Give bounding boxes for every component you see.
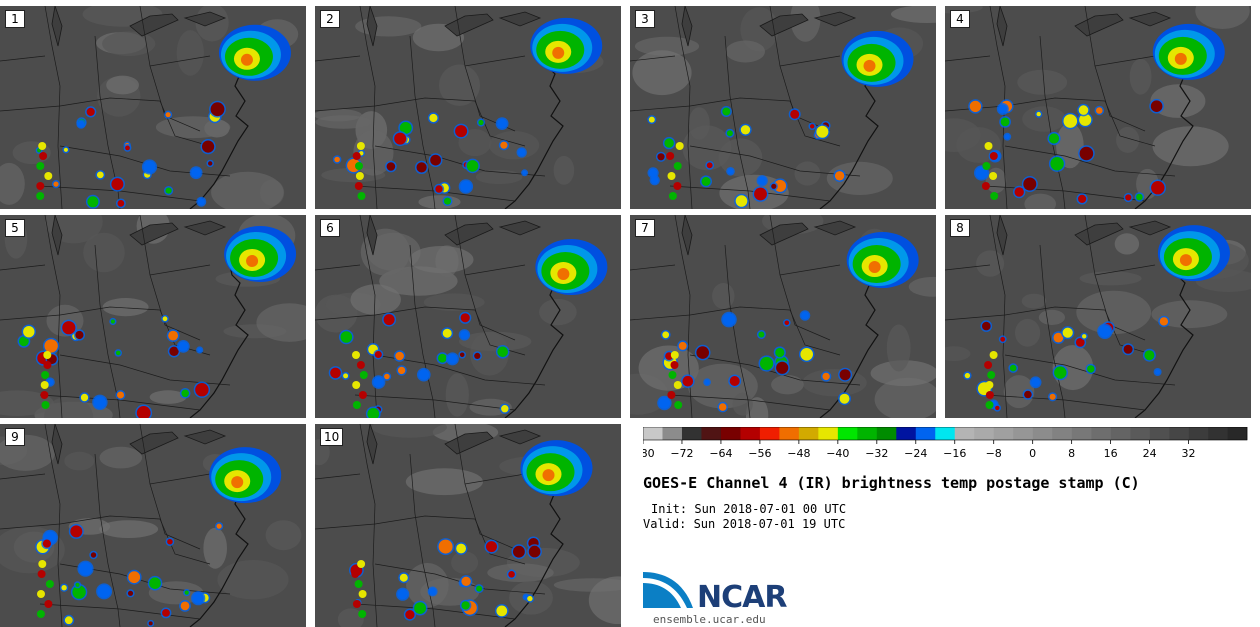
colorbar-segment — [896, 427, 917, 440]
panel-number: 7 — [635, 219, 655, 237]
colorbar-tick-label: −8 — [986, 447, 1002, 460]
map-panel-8: 8 — [945, 215, 1251, 418]
ir-map-icon — [630, 6, 936, 209]
valid-time: Valid: Sun 2018-07-01 19 UTC — [643, 517, 846, 531]
map-panel-4: 4 — [945, 6, 1251, 209]
colorbar-segment — [1227, 427, 1248, 440]
colorbar-segment — [818, 427, 839, 440]
colorbar-tick-label: −80 — [643, 447, 655, 460]
ir-map-icon — [945, 215, 1251, 418]
panel-number: 1 — [5, 10, 25, 28]
colorbar-segment — [759, 427, 780, 440]
ir-map-icon — [0, 6, 299, 209]
colorbar-tick-label: 16 — [1104, 447, 1118, 460]
colorbar-segment — [1130, 427, 1150, 440]
colorbar-segment — [1013, 427, 1033, 440]
colorbar-segment — [740, 427, 761, 440]
colorbar-segment — [1149, 427, 1170, 440]
ir-map-icon — [315, 6, 604, 209]
colorbar-tick-label: 8 — [1068, 447, 1075, 460]
ir-map-icon — [630, 215, 936, 418]
panel-number: 9 — [5, 428, 25, 446]
figure-title: GOES-E Channel 4 (IR) brightness temp po… — [643, 474, 1140, 492]
colorbar-tick-label: 0 — [1029, 447, 1036, 460]
colorbar-segment — [643, 427, 663, 440]
colorbar-segment — [1032, 427, 1053, 440]
map-panel-1: 1 — [0, 6, 306, 209]
colorbar-segment — [1208, 427, 1228, 440]
panel-number: 5 — [5, 219, 25, 237]
colorbar-segment — [876, 427, 897, 440]
colorbar-segment — [1091, 427, 1111, 440]
map-panel-9: 9 — [0, 424, 306, 627]
map-panel-2: 2 — [315, 6, 621, 209]
panel-number: 6 — [320, 219, 340, 237]
colorbar-tick-label: 32 — [1182, 447, 1196, 460]
colorbar-tick-label: −72 — [670, 447, 693, 460]
map-panel-5: 5 — [0, 215, 306, 418]
site-url: ensemble.ucar.edu — [653, 613, 766, 626]
colorbar-segment — [974, 427, 995, 440]
colorbar-tick-label: −32 — [865, 447, 888, 460]
colorbar-segment — [662, 427, 683, 440]
ir-map-icon — [315, 215, 608, 418]
colorbar-segment — [837, 427, 858, 440]
panel-number: 4 — [950, 10, 970, 28]
colorbar-segment — [1110, 427, 1131, 440]
colorbar-segment — [1071, 427, 1092, 440]
colorbar-segment — [798, 427, 819, 440]
panel-number: 3 — [635, 10, 655, 28]
colorbar-segment — [1188, 427, 1209, 440]
panel-number: 10 — [320, 428, 344, 446]
init-time: Init: Sun 2018-07-01 00 UTC — [651, 502, 847, 516]
map-panel-3: 3 — [630, 6, 936, 209]
ir-map-icon — [0, 424, 302, 627]
panel-number: 8 — [950, 219, 970, 237]
colorbar-outline — [643, 427, 1248, 441]
ir-map-icon — [315, 424, 621, 627]
colorbar-segment — [915, 427, 936, 440]
colorbar-tick-label: 24 — [1143, 447, 1157, 460]
colorbar-segment — [701, 427, 722, 440]
colorbar-segment — [935, 427, 956, 440]
colorbar-tick-label: −40 — [826, 447, 849, 460]
colorbar-tick-label: −64 — [709, 447, 732, 460]
colorbar-segment — [857, 427, 878, 440]
colorbar-segment — [993, 427, 1014, 440]
colorbar-tick-label: −24 — [904, 447, 927, 460]
ncar-logo-icon — [643, 572, 693, 608]
panel-number: 2 — [320, 10, 340, 28]
colorbar-segment — [954, 427, 975, 440]
ir-map-icon — [945, 6, 1250, 209]
colorbar-segment — [779, 427, 800, 440]
colorbar-tick-label: −16 — [943, 447, 966, 460]
ir-map-icon — [0, 215, 306, 418]
colorbar-segment — [720, 427, 741, 440]
map-panel-10: 10 — [315, 424, 621, 627]
colorbar-segment — [681, 427, 702, 440]
colorbar-segment — [1169, 427, 1189, 440]
colorbar-tick-label: −56 — [748, 447, 771, 460]
colorbar-tick-label: −48 — [787, 447, 810, 460]
colorbar-segment — [1052, 427, 1072, 440]
map-panel-6: 6 — [315, 215, 621, 418]
map-panel-7: 7 — [630, 215, 936, 418]
ncar-logo-text: NCAR — [697, 580, 787, 615]
